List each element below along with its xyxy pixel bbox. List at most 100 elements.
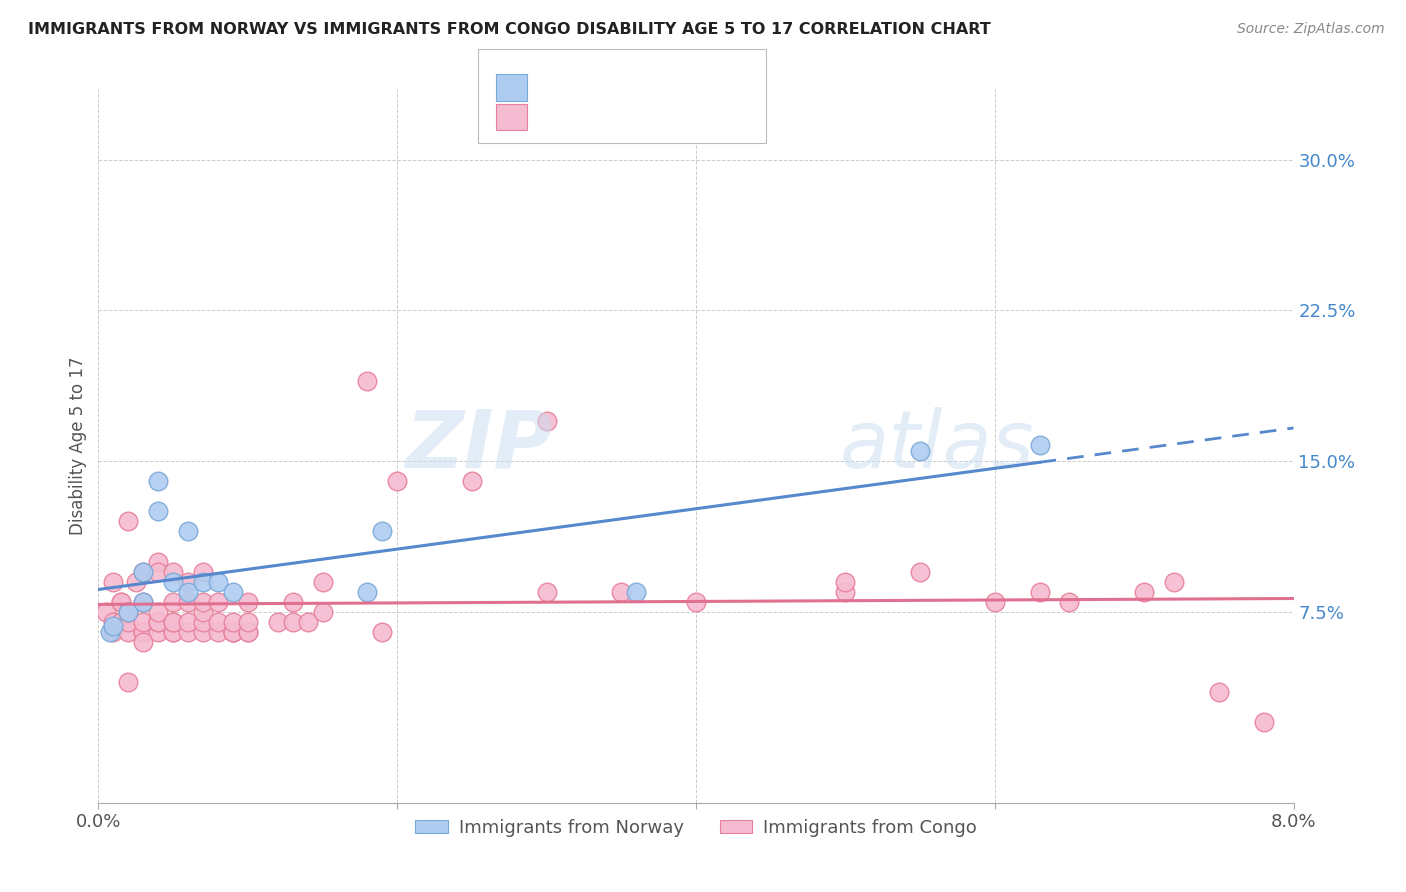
Point [132,615,155,629]
Point [685,595,707,609]
Point [1133,584,1156,599]
Point [103,574,125,589]
Point [94,605,117,619]
Point [148,474,170,488]
Point [177,595,200,609]
Point [117,605,139,619]
Point [191,565,214,579]
Point [207,574,229,589]
Point [148,555,170,569]
Point [177,574,200,589]
Point [1253,715,1275,730]
Text: R = 0.234   N = 76: R = 0.234 N = 76 [538,108,703,126]
Point [117,515,139,529]
Point [148,605,170,619]
Point [908,565,931,579]
Point [177,624,200,639]
Point [162,565,184,579]
Point [132,565,155,579]
Point [103,624,125,639]
Point [1028,438,1050,452]
Point [267,615,290,629]
Legend: Immigrants from Norway, Immigrants from Congo: Immigrants from Norway, Immigrants from … [408,812,984,844]
Point [236,624,259,639]
Point [132,624,155,639]
Point [162,574,184,589]
Point [110,595,132,609]
Point [385,474,409,488]
Point [371,524,394,539]
Point [536,584,558,599]
Text: Source: ZipAtlas.com: Source: ZipAtlas.com [1237,22,1385,37]
Point [191,624,214,639]
Point [148,624,170,639]
Point [125,574,148,589]
Point [162,624,184,639]
Point [311,605,333,619]
Point [162,615,184,629]
Y-axis label: Disability Age 5 to 17: Disability Age 5 to 17 [69,357,87,535]
Point [222,624,245,639]
Point [236,624,259,639]
Point [132,635,155,649]
Point [177,615,200,629]
Text: IMMIGRANTS FROM NORWAY VS IMMIGRANTS FROM CONGO DISABILITY AGE 5 TO 17 CORRELATI: IMMIGRANTS FROM NORWAY VS IMMIGRANTS FRO… [28,22,991,37]
Point [162,595,184,609]
Point [110,595,132,609]
Point [162,624,184,639]
Point [311,574,333,589]
Point [148,504,170,518]
Point [117,675,139,690]
Point [162,615,184,629]
Point [148,615,170,629]
Point [117,615,139,629]
Point [110,615,132,629]
Point [191,574,214,589]
Point [222,624,245,639]
Point [191,605,214,619]
Point [177,524,200,539]
Point [191,595,214,609]
Point [1208,685,1230,699]
Point [297,615,319,629]
Point [148,615,170,629]
Point [222,615,245,629]
Point [626,584,648,599]
Point [834,584,856,599]
Point [356,374,378,388]
Point [1059,595,1081,609]
Point [984,595,1007,609]
Point [117,624,139,639]
Point [610,584,633,599]
Point [191,615,214,629]
Point [1028,584,1050,599]
Point [222,624,245,639]
Point [132,595,155,609]
Point [132,624,155,639]
Point [371,624,394,639]
Point [236,615,259,629]
Point [207,615,229,629]
Point [117,605,139,619]
Point [177,584,200,599]
Point [98,624,122,639]
Point [1163,574,1185,589]
Point [207,595,229,609]
Point [132,595,155,609]
Point [356,584,378,599]
Point [132,565,155,579]
Point [236,595,259,609]
Text: ZIP: ZIP [405,407,553,485]
Text: R = 0.387   N = 18: R = 0.387 N = 18 [538,78,703,96]
Text: atlas: atlas [839,407,1035,485]
Point [536,414,558,428]
Point [103,619,125,633]
Point [281,615,304,629]
Point [461,474,484,488]
Point [207,624,229,639]
Point [281,595,304,609]
Point [117,605,139,619]
Point [222,584,245,599]
Point [103,615,125,629]
Point [834,574,856,589]
